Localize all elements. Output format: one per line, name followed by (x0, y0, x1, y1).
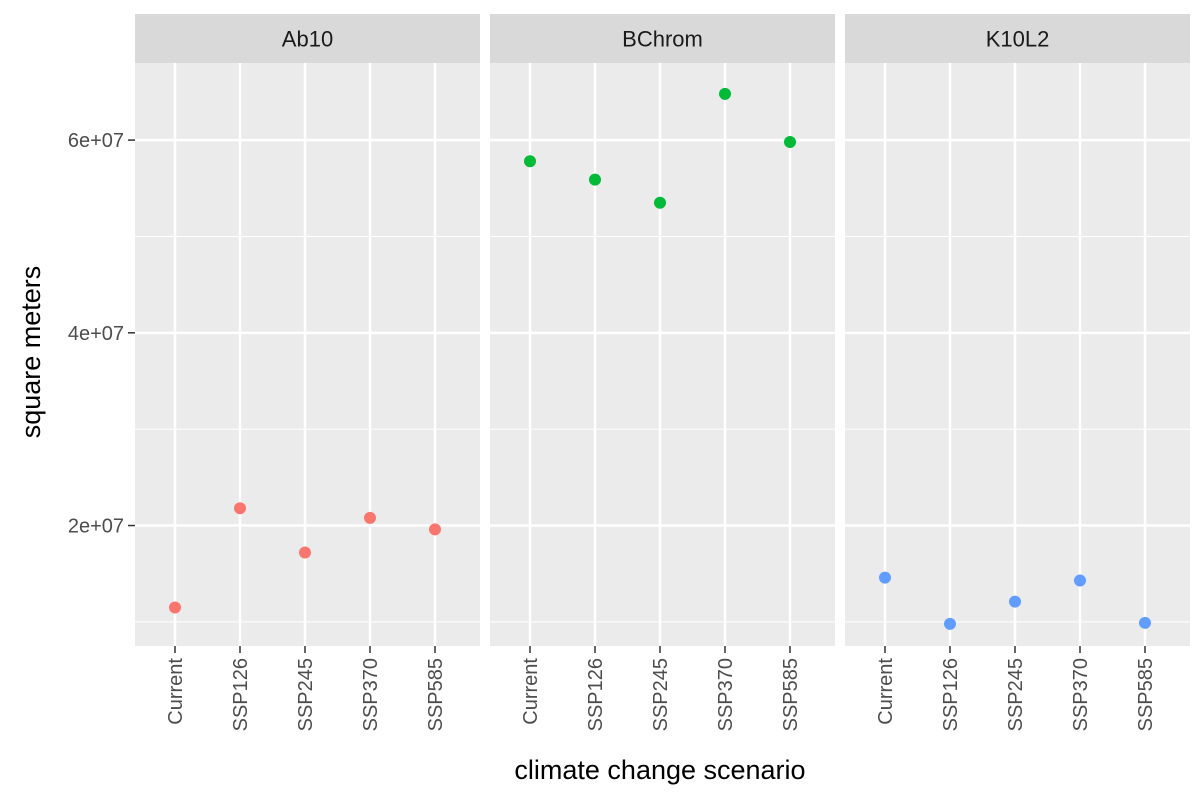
y-axis-title: square meters (16, 266, 46, 439)
y-tick-label: 2e+07 (68, 516, 124, 538)
data-point-ab10-current (169, 601, 181, 614)
data-point-bchrom-current (524, 155, 536, 168)
data-point-ab10-ssp370 (364, 511, 376, 524)
x-tick-label: SSP245 (295, 658, 317, 731)
facet-strip-label: BChrom (622, 27, 703, 52)
facet-strip (135, 14, 480, 63)
x-axis-title: climate change scenario (514, 755, 805, 785)
x-tick-label: SSP585 (425, 658, 447, 731)
data-point-k10l2-ssp585 (1139, 616, 1151, 629)
x-tick-label: SSP126 (230, 658, 252, 731)
x-tick-label: SSP370 (360, 658, 382, 731)
data-point-ab10-ssp126 (234, 502, 246, 515)
data-point-k10l2-ssp245 (1009, 595, 1021, 608)
facet-panel-ab10: Ab10 Current SSP126 SSP245 SSP370 SSP585 (135, 14, 480, 731)
facet-strip-label: Ab10 (282, 27, 333, 52)
data-point-bchrom-ssp126 (589, 173, 601, 186)
x-tick-label: Current (520, 658, 542, 725)
data-point-k10l2-ssp370 (1074, 574, 1086, 587)
facet-panel-bchrom: BChrom Current SSP126 SSP245 SSP370 SSP585 (490, 14, 835, 731)
data-point-ab10-ssp585 (429, 523, 441, 536)
panel-background (845, 63, 1190, 646)
x-tick-label: SSP370 (1070, 658, 1092, 731)
data-point-bchrom-ssp245 (654, 196, 666, 209)
facet-strip (845, 14, 1190, 63)
x-tick-label: SSP126 (585, 658, 607, 731)
x-tick-label: Current (875, 658, 897, 725)
y-tick-label: 4e+07 (68, 323, 124, 345)
data-point-bchrom-ssp585 (784, 136, 796, 149)
x-tick-label: SSP370 (715, 658, 737, 731)
x-tick-label: SSP585 (1135, 658, 1157, 731)
x-tick-label: SSP126 (940, 658, 962, 731)
data-point-k10l2-current (879, 571, 891, 584)
panel-background (490, 63, 835, 646)
facet-panel-k10l2: K10L2 Current SSP126 SSP245 SSP370 SSP585 (845, 14, 1190, 731)
x-tick-label: SSP245 (1005, 658, 1027, 731)
facet-strip (490, 14, 835, 63)
y-tick-label: 6e+07 (68, 130, 124, 152)
data-point-k10l2-ssp126 (944, 617, 956, 630)
x-tick-label: Current (165, 658, 187, 725)
data-point-bchrom-ssp370 (719, 87, 731, 100)
x-tick-label: SSP245 (650, 658, 672, 731)
panel-background (135, 63, 480, 646)
facet-strip-label: K10L2 (986, 27, 1050, 52)
data-point-ab10-ssp245 (299, 546, 311, 559)
x-tick-label: SSP585 (780, 658, 802, 731)
